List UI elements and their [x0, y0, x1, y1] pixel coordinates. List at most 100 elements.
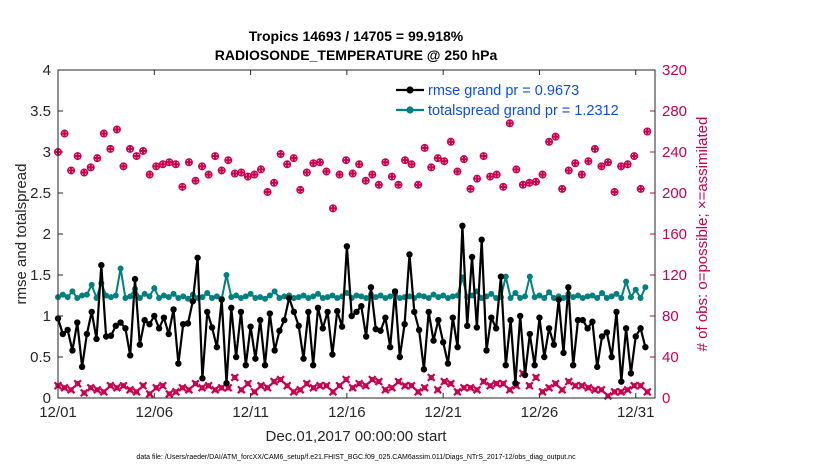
- obs-possible-cross: [218, 166, 226, 175]
- rmse-point: [473, 324, 481, 331]
- y-tick-label: 2.5: [30, 185, 51, 202]
- rmse-point: [155, 325, 163, 332]
- legend-spread-marker: [406, 106, 414, 114]
- obs-assimilated-dot: [199, 385, 205, 391]
- totalspread-point: [584, 293, 591, 300]
- totalspread-point: [83, 291, 90, 298]
- obs-assimilated-dot: [382, 387, 388, 393]
- rmse-point: [521, 371, 529, 379]
- obs-possible-cross: [231, 169, 239, 178]
- totalspread-point: [117, 265, 124, 272]
- rmse-point: [584, 325, 591, 332]
- obs-possible-series: [54, 119, 652, 213]
- y-tick-label: 3.5: [30, 103, 51, 120]
- rmse-point: [107, 332, 115, 339]
- rmse-point: [338, 323, 346, 330]
- obs-possible-cross: [237, 168, 245, 177]
- totalspread-point: [599, 290, 606, 297]
- obs-possible-cross: [342, 156, 350, 164]
- y2-axis-ticks: 0 40 80 120 160 200 240 280 320: [650, 62, 687, 407]
- obs-possible-cross: [525, 179, 534, 187]
- rmse-point: [295, 322, 302, 330]
- obs-assimilated-dot: [291, 389, 297, 395]
- obs-possible-cross: [283, 160, 291, 168]
- obs-possible-cross: [113, 125, 121, 134]
- rmse-point: [189, 298, 197, 305]
- y2-axis-label: # of obs: o=possible; ×=assimilated: [694, 117, 711, 352]
- obs-possible-cross: [165, 158, 173, 166]
- obs-assimilated-dot: [186, 387, 192, 393]
- obs-possible-cross: [67, 166, 75, 175]
- totalspread-point: [257, 294, 264, 301]
- totalspread-point: [204, 290, 211, 297]
- obs-possible-cross: [440, 157, 448, 165]
- rmse-point: [218, 296, 225, 303]
- obs-assimilated-dot: [212, 387, 218, 393]
- obs-possible-cross: [421, 144, 429, 152]
- y-tick-label: 0: [43, 390, 51, 407]
- totalspread-point: [449, 293, 456, 300]
- y2-tick-label: 160: [662, 226, 687, 243]
- obs-possible-cross: [388, 173, 396, 181]
- rmse-point: [459, 222, 466, 229]
- rmse-point: [127, 352, 134, 359]
- rmse-point: [102, 333, 110, 340]
- totalspread-point: [300, 292, 307, 299]
- totalspread-point: [252, 294, 259, 301]
- rmse-point: [343, 243, 351, 250]
- obs-assimilated-dot: [140, 383, 146, 389]
- rmse-point: [627, 370, 635, 377]
- obs-possible-cross: [329, 204, 337, 212]
- y-axis-label: rmse and totalspread: [13, 164, 30, 305]
- x-tick-label: 12/01: [39, 404, 77, 421]
- obs-assimilated-dot: [376, 379, 382, 385]
- obs-possible-cross: [159, 160, 167, 168]
- rmse-point: [223, 380, 230, 387]
- rmse-point: [232, 353, 240, 361]
- x-tick-label: 12/21: [424, 404, 462, 421]
- obs-possible-cross: [597, 162, 606, 170]
- y2-tick-label: 280: [662, 103, 687, 120]
- obs-possible-cross: [453, 167, 462, 176]
- rmse-point: [261, 362, 269, 369]
- rmse-point: [117, 319, 124, 326]
- rmse-point: [396, 353, 404, 361]
- totalspread-point: [632, 286, 639, 293]
- obs-assimilated-dot: [88, 385, 94, 391]
- obs-possible-cross: [460, 155, 468, 163]
- obs-assimilated-dot: [323, 383, 330, 389]
- rmse-point: [69, 347, 76, 354]
- obs-possible-cross: [60, 129, 69, 138]
- obs-possible-cross: [532, 178, 540, 186]
- totalspread-point: [546, 289, 553, 296]
- rmse-point: [637, 325, 644, 332]
- totalspread-point: [589, 292, 596, 299]
- obs-assimilated-dot: [278, 376, 284, 383]
- totalspread-point: [574, 292, 581, 299]
- obs-possible-cross: [630, 152, 638, 160]
- totalspread-point: [271, 288, 278, 295]
- totalspread-point: [107, 294, 114, 301]
- obs-possible-cross: [335, 170, 344, 179]
- totalspread-point: [526, 273, 533, 280]
- obs-assimilated-dot: [572, 383, 578, 389]
- rmse-point: [242, 362, 249, 369]
- totalspread-point: [180, 293, 187, 300]
- rmse-point: [353, 308, 360, 316]
- rmse-point: [122, 325, 129, 332]
- obs-assimilated-dot: [245, 381, 251, 387]
- obs-assimilated-dot: [232, 374, 238, 381]
- totalspread-point: [314, 290, 321, 297]
- obs-assimilated-dot: [467, 385, 474, 391]
- obs-possible-cross: [375, 181, 383, 189]
- rmse-point: [247, 323, 254, 330]
- y-axis-ticks: 0 0.5 1 1.5 2 2.5 3 3.5 4: [30, 62, 63, 407]
- totalspread-point: [79, 292, 86, 299]
- obs-assimilated-dot: [546, 385, 552, 391]
- obs-possible-cross: [584, 157, 592, 165]
- rmse-point: [569, 362, 577, 369]
- totalspread-point: [550, 294, 557, 301]
- totalspread-point: [430, 291, 437, 298]
- obs-possible-cross: [466, 185, 475, 193]
- rmse-point: [415, 326, 423, 334]
